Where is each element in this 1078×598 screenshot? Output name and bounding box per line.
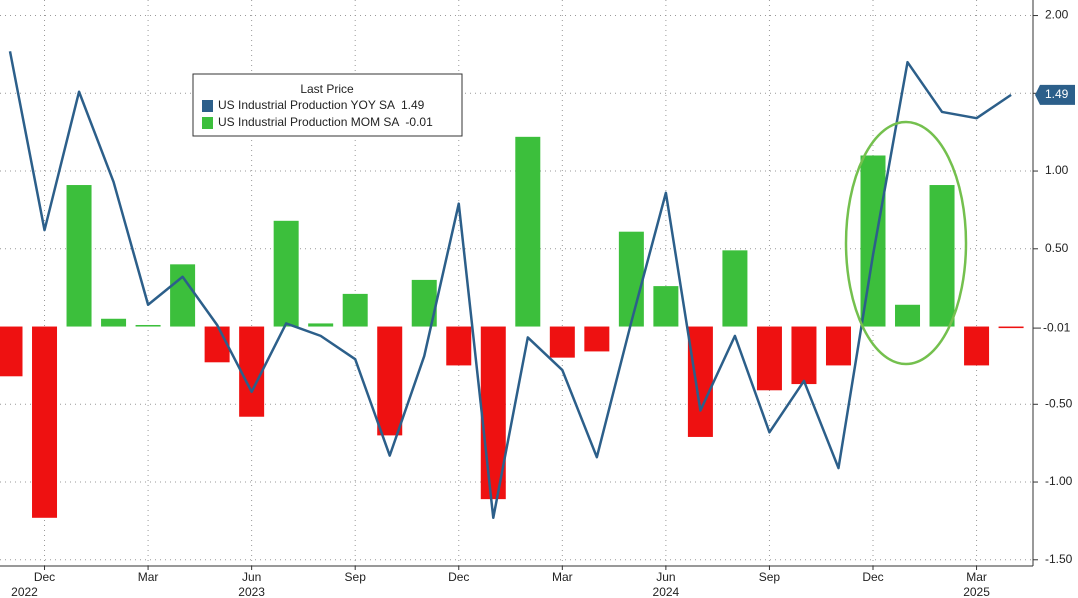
bar — [929, 185, 955, 327]
bar — [791, 326, 817, 385]
y-tick-label: -1.50 — [1045, 552, 1073, 566]
bar — [722, 250, 748, 327]
y-tick-label: 0.50 — [1045, 241, 1069, 255]
x-tick-label: Dec — [448, 570, 469, 584]
bar — [549, 326, 575, 358]
x-tick-label: Mar — [138, 570, 159, 584]
year-label: 2022 — [11, 585, 38, 598]
bar — [377, 326, 403, 436]
bar — [342, 293, 368, 327]
bar — [653, 286, 679, 327]
x-tick-label: Sep — [345, 570, 367, 584]
last-tag-label: 1.49 — [1045, 87, 1069, 101]
line — [8, 51, 1012, 520]
bar — [308, 323, 334, 327]
bar — [204, 326, 230, 363]
bar — [273, 220, 299, 327]
bar — [756, 326, 782, 391]
year-label: 2024 — [653, 585, 680, 598]
bar — [687, 326, 713, 437]
legend: Last Price US Industrial Production YOY S… — [192, 73, 463, 137]
legend-value: -0.01 — [405, 115, 433, 129]
y-tick-label: -0.50 — [1045, 396, 1073, 410]
x-tick-label: Jun — [242, 570, 261, 584]
y-tick-label: 1.00 — [1045, 163, 1069, 177]
legend-swatch — [202, 117, 213, 129]
bar — [239, 326, 265, 417]
legend-name: US Industrial Production YOY SA — [218, 98, 395, 112]
bar — [446, 326, 472, 366]
legend-title: Last Price — [300, 82, 354, 96]
x-tick-label: Mar — [552, 570, 573, 584]
x-tick-label: Dec — [862, 570, 883, 584]
highlight-ellipse — [844, 120, 968, 366]
last-tag — [1035, 84, 1075, 105]
last-label: -0.01 — [1043, 320, 1071, 334]
legend-value: 1.49 — [401, 98, 425, 112]
legend-label: US Industrial Production YOY SA 1.49 — [218, 98, 425, 112]
y-tick-label: -1.00 — [1045, 474, 1073, 488]
year-label: 2025 — [963, 585, 990, 598]
bar — [66, 185, 92, 327]
bar — [584, 326, 610, 352]
bar — [515, 136, 541, 327]
legend-swatch — [202, 100, 213, 112]
legend-box — [192, 73, 463, 137]
bar — [618, 231, 644, 327]
legend-label: US Industrial Production MOM SA -0.01 — [218, 115, 433, 129]
bar — [860, 155, 886, 327]
bar — [825, 326, 851, 366]
bar — [895, 304, 921, 327]
bar — [135, 324, 161, 327]
x-tick-label: Mar — [966, 570, 987, 584]
bar — [32, 326, 58, 518]
bar — [964, 326, 990, 366]
bar — [101, 318, 127, 327]
x-tick-label: Jun — [656, 570, 675, 584]
bar — [998, 326, 1024, 329]
bar — [0, 326, 23, 377]
legend-name: US Industrial Production MOM SA — [218, 115, 399, 129]
year-label: 2023 — [238, 585, 265, 598]
x-tick-label: Sep — [759, 570, 781, 584]
x-tick-label: Dec — [34, 570, 55, 584]
y-tick-label: 2.00 — [1045, 8, 1069, 22]
bar — [170, 264, 196, 327]
